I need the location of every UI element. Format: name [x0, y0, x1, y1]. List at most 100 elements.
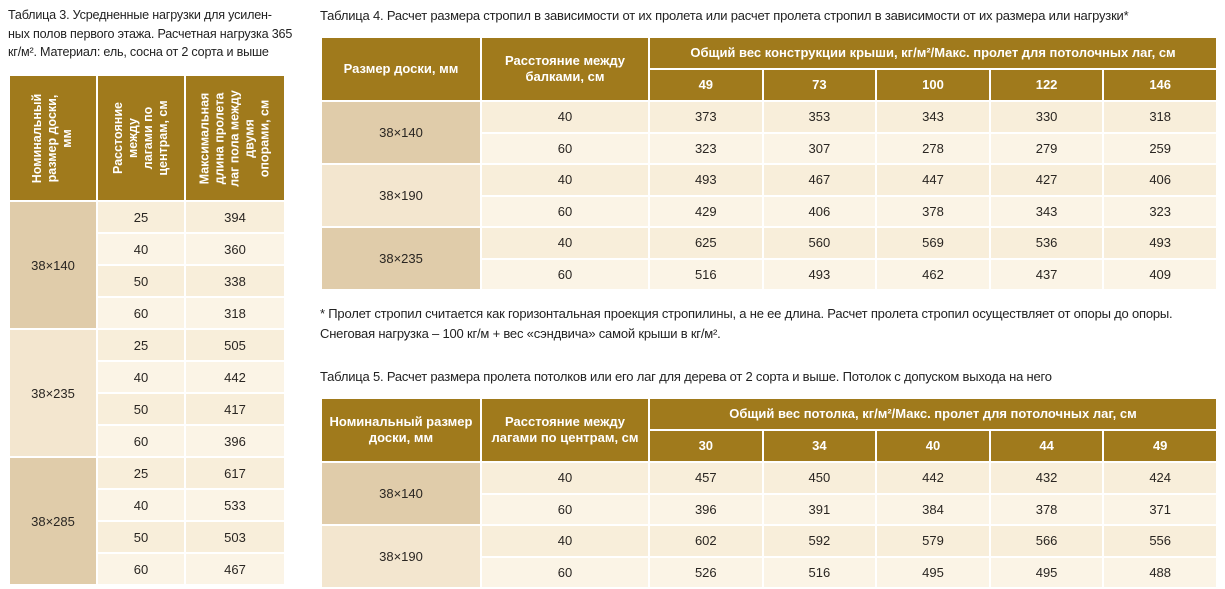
value-cell: 406: [761, 194, 878, 228]
span-cell: 617: [184, 456, 286, 490]
value-cell: 516: [761, 555, 878, 589]
column-header: 146: [1102, 68, 1218, 102]
board-size-cell: 38×140: [8, 200, 98, 330]
span-cell: 442: [184, 360, 286, 394]
value-cell: 457: [648, 461, 764, 495]
table4-footnote: * Пролет стропил считается как горизонта…: [320, 304, 1220, 344]
table4-header-row: Размер доски, мм Расстояние между балкам…: [320, 36, 1218, 102]
spacing-cell: 60: [96, 296, 186, 330]
value-cell: 378: [875, 194, 991, 228]
table5-header-size: Номинальный размер доски, мм: [320, 397, 482, 463]
spacing-cell: 60: [480, 492, 650, 526]
value-cell: 323: [1102, 194, 1218, 228]
table-row: 38×235 40 625 560 569 536 493: [320, 226, 1218, 291]
value-cell: 516: [648, 257, 764, 291]
span-cell: 417: [184, 392, 286, 426]
value-cell: 467: [761, 163, 878, 197]
table-row: 38×190 40 602 592 579 566 556: [320, 524, 1218, 589]
value-cell: 429: [648, 194, 764, 228]
value-cell: 384: [875, 492, 991, 526]
column-header: 30: [648, 429, 764, 463]
table-row: 38×285 25 617: [8, 456, 286, 586]
table-row: 60 396: [9, 424, 286, 458]
spacing-cell: 40: [480, 524, 650, 558]
table4-header-spacing: Расстояние между балками, см: [480, 36, 650, 102]
table-row: 40 442: [9, 360, 286, 394]
spacing-cell: 40: [96, 232, 186, 266]
board-size-cell: 38×140: [320, 461, 482, 526]
spacing-cell: 25: [96, 456, 186, 490]
table3-header-span: Максимальная длина пролета лаг пола межд…: [184, 74, 286, 202]
table5-header-group: Общий вес потолка, кг/м²/Макс. пролет дл…: [648, 397, 1218, 431]
value-cell: 526: [648, 555, 764, 589]
spacing-cell: 60: [480, 555, 650, 589]
value-cell: 493: [1102, 226, 1218, 260]
value-cell: 450: [761, 461, 878, 495]
value-cell: 437: [988, 257, 1105, 291]
spacing-cell: 25: [96, 328, 186, 362]
table3-body: 38×140 25 394 40 360 50 338 60 318 38×235 25 505 40 4…: [8, 200, 286, 586]
table3-header-size: Номинальный размер доски, мм: [8, 74, 98, 202]
value-cell: 579: [875, 524, 991, 558]
span-cell: 467: [184, 552, 286, 586]
table4-header-size: Размер доски, мм: [320, 36, 482, 102]
table4-caption: Таблица 4. Расчет размера стропил в зави…: [320, 8, 1129, 23]
table-row: 50 338: [9, 264, 286, 298]
spacing-cell: 25: [96, 200, 186, 234]
value-cell: 427: [988, 163, 1105, 197]
column-header: 49: [648, 68, 764, 102]
spacing-cell: 50: [96, 264, 186, 298]
span-cell: 394: [184, 200, 286, 234]
table-row: 60 516 493 462 437 409: [321, 257, 1218, 291]
value-cell: 330: [988, 100, 1105, 134]
spacing-cell: 60: [480, 257, 650, 291]
value-cell: 343: [875, 100, 991, 134]
table-row: 38×140 40 373 353 343 330 318: [320, 100, 1218, 165]
board-size-cell: 38×190: [320, 163, 482, 228]
spacing-cell: 40: [96, 488, 186, 522]
board-size-cell: 38×190: [320, 524, 482, 589]
value-cell: 318: [1102, 100, 1218, 134]
value-cell: 391: [761, 492, 878, 526]
value-cell: 462: [875, 257, 991, 291]
table3-caption: Таблица 3. Усредненные нагрузки для усил…: [8, 8, 293, 59]
spacing-cell: 40: [480, 461, 650, 495]
spacing-cell: 60: [480, 194, 650, 228]
value-cell: 560: [761, 226, 878, 260]
table5-body: 38×140 40 457 450 442 432 424 60 396 391 384 378 371…: [320, 461, 1218, 589]
value-cell: 442: [875, 461, 991, 495]
table5-column-row: 30 34 40 44 49: [321, 429, 1218, 463]
table5-caption: Таблица 5. Расчет размера пролета потолк…: [320, 369, 1052, 384]
value-cell: 493: [761, 257, 878, 291]
spacing-cell: 40: [480, 100, 650, 134]
spacing-cell: 50: [96, 392, 186, 426]
spacing-cell: 60: [96, 424, 186, 458]
value-cell: 495: [988, 555, 1105, 589]
table3: Номинальный размер доски, мм Расстояние …: [8, 74, 286, 586]
table-row: 60 429 406 378 343 323: [321, 194, 1218, 228]
table4-column-row: 49 73 100 122 146: [321, 68, 1218, 102]
column-header: 40: [875, 429, 991, 463]
value-cell: 488: [1102, 555, 1218, 589]
board-size-cell: 38×285: [8, 456, 98, 586]
column-header: 122: [988, 68, 1105, 102]
column-header: 34: [761, 429, 878, 463]
spacing-cell: 60: [480, 131, 650, 165]
value-cell: 536: [988, 226, 1105, 260]
table-row: 60 396 391 384 378 371: [321, 492, 1218, 526]
value-cell: 602: [648, 524, 764, 558]
span-cell: 396: [184, 424, 286, 458]
value-cell: 343: [988, 194, 1105, 228]
table4-body: 38×140 40 373 353 343 330 318 60 323 307 278 279 259…: [320, 100, 1218, 291]
table-row: 38×140 25 394: [8, 200, 286, 330]
value-cell: 493: [648, 163, 764, 197]
spacing-cell: 40: [480, 163, 650, 197]
value-cell: 378: [988, 492, 1105, 526]
span-cell: 318: [184, 296, 286, 330]
footnote-line-2: Снеговая нагрузка – 100 кг/м + вес «сэнд…: [320, 326, 721, 341]
table-row: 38×140 40 457 450 442 432 424: [320, 461, 1218, 526]
table-row: 38×235 25 505: [8, 328, 286, 458]
value-cell: 424: [1102, 461, 1218, 495]
value-cell: 432: [988, 461, 1105, 495]
value-cell: 279: [988, 131, 1105, 165]
